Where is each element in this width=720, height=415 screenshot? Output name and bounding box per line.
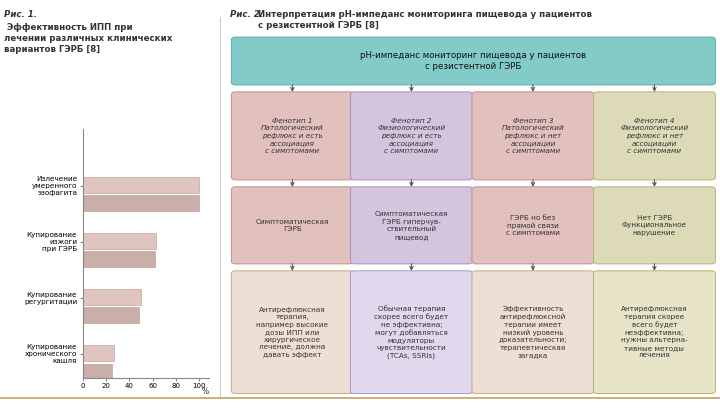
Text: Симптоматическая
ГЭРБ гиперчув-
ствительный
пищевод: Симптоматическая ГЭРБ гиперчув- ствитель… [374, 211, 448, 239]
Text: лечении различных клинических: лечении различных клинических [4, 34, 172, 43]
Bar [83, 364, 112, 379]
FancyBboxPatch shape [231, 271, 354, 393]
Text: Рис. 2.: Рис. 2. [230, 10, 264, 20]
FancyBboxPatch shape [472, 271, 594, 393]
Bar [83, 251, 155, 267]
FancyBboxPatch shape [472, 92, 594, 180]
Text: Антирефлюксная
терапия,
например высокие
дозы ИПП или
хирургическое
лечение, дол: Антирефлюксная терапия, например высокие… [256, 307, 328, 358]
FancyBboxPatch shape [231, 92, 354, 180]
Text: Симптоматическая
ГЭРБ: Симптоматическая ГЭРБ [256, 219, 329, 232]
Text: Интерпретация рН-импеданс мониторинга пищевода у пациентов
с резистентной ГЭРБ [: Интерпретация рН-импеданс мониторинга пи… [258, 10, 592, 30]
FancyBboxPatch shape [593, 187, 716, 264]
FancyBboxPatch shape [351, 187, 472, 264]
Text: Обычная терапия
скорее всего будет
не эффективна;
могут добавляться
модуляторы
ч: Обычная терапия скорее всего будет не эф… [374, 305, 449, 359]
FancyBboxPatch shape [351, 271, 472, 393]
Text: Антирефлюксная
терапия скорее
всего будет
неэффективна;
нужны альтерна-
тивные м: Антирефлюксная терапия скорее всего буде… [621, 306, 688, 358]
Text: Рис. 1.: Рис. 1. [4, 10, 37, 20]
FancyBboxPatch shape [231, 187, 354, 264]
Bar [83, 195, 199, 211]
FancyBboxPatch shape [472, 187, 594, 264]
Bar [83, 345, 114, 361]
Text: Эффективность
антирефлюксной
терапии имеет
низкий уровень
доказательности;
терап: Эффективность антирефлюксной терапии име… [499, 306, 567, 358]
Text: Фенотип 4
Физиологический
рефлюкс и нет
ассоциации
с симптомами: Фенотип 4 Физиологический рефлюкс и нет … [621, 118, 688, 154]
Bar [83, 177, 199, 193]
FancyBboxPatch shape [593, 271, 716, 393]
Bar [83, 308, 139, 323]
Text: Фенотип 3
Патологический
рефлюкс и нет
ассоциации
с симптомами: Фенотип 3 Патологический рефлюкс и нет а… [502, 118, 564, 154]
Text: рН-импеданс мониторинг пищевода у пациентов
с резистентной ГЭРБ: рН-импеданс мониторинг пищевода у пациен… [360, 51, 587, 71]
FancyBboxPatch shape [351, 92, 472, 180]
Text: Нет ГЭРБ
Функциональное
нарушение: Нет ГЭРБ Функциональное нарушение [622, 215, 687, 236]
Text: %: % [202, 388, 209, 396]
Text: Эффективность ИПП при: Эффективность ИПП при [4, 23, 132, 32]
Text: Фенотип 2
Физиологический
рефлюкс и есть
ассоциация
с симптомами: Фенотип 2 Физиологический рефлюкс и есть… [377, 118, 446, 154]
Bar [83, 233, 156, 249]
Text: ГЭРБ но без
прямой связи
с симптомами: ГЭРБ но без прямой связи с симптомами [506, 215, 560, 236]
Text: вариантов ГЭРБ [8]: вариантов ГЭРБ [8] [4, 45, 100, 54]
FancyBboxPatch shape [231, 37, 716, 85]
FancyBboxPatch shape [593, 92, 716, 180]
Bar [83, 289, 141, 305]
Text: Фенотип 1
Патологический
рефлюкс и есть
ассоциация
с симптомами: Фенотип 1 Патологический рефлюкс и есть … [261, 118, 324, 154]
